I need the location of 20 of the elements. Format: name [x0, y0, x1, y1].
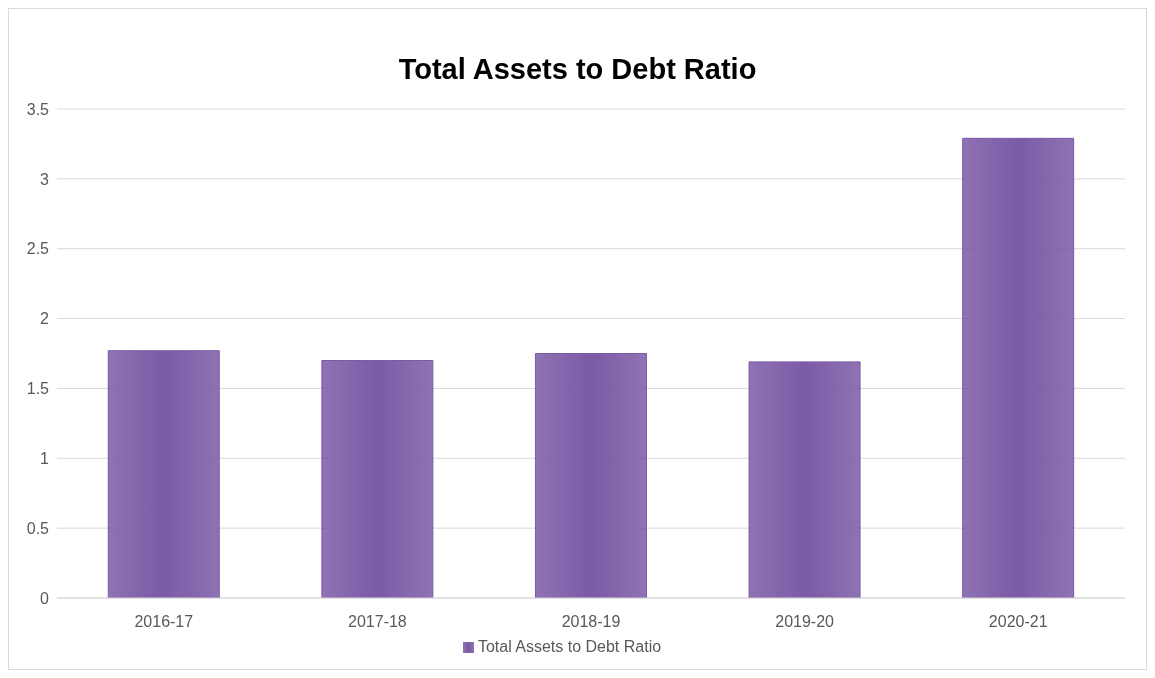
- bar: [962, 137, 1075, 598]
- x-tick-label: 2017-18: [348, 613, 407, 631]
- y-tick-label: 2.5: [26, 240, 50, 258]
- bar: [748, 361, 861, 598]
- y-tick-label: 1.5: [26, 380, 50, 398]
- bar: [107, 350, 220, 598]
- y-tick-label: 3.5: [26, 100, 50, 118]
- y-tick-label: 0.5: [26, 519, 50, 537]
- y-tick-label: 3: [40, 170, 50, 188]
- x-tick-label: 2019-20: [775, 613, 835, 631]
- y-tick-label: 2: [40, 310, 50, 328]
- x-tick-label: 2018-19: [561, 613, 621, 631]
- x-tick-label: 2020-21: [988, 613, 1048, 631]
- y-tick-label: 1: [40, 449, 50, 467]
- chart-title: Total Assets to Debt Ratio: [397, 52, 758, 87]
- x-tick-label: 2016-17: [134, 613, 194, 631]
- legend-label: Total Assets to Debt Ratio: [477, 638, 662, 655]
- y-tick-label: 0: [40, 589, 50, 607]
- bar: [534, 353, 647, 598]
- bar: [321, 359, 434, 598]
